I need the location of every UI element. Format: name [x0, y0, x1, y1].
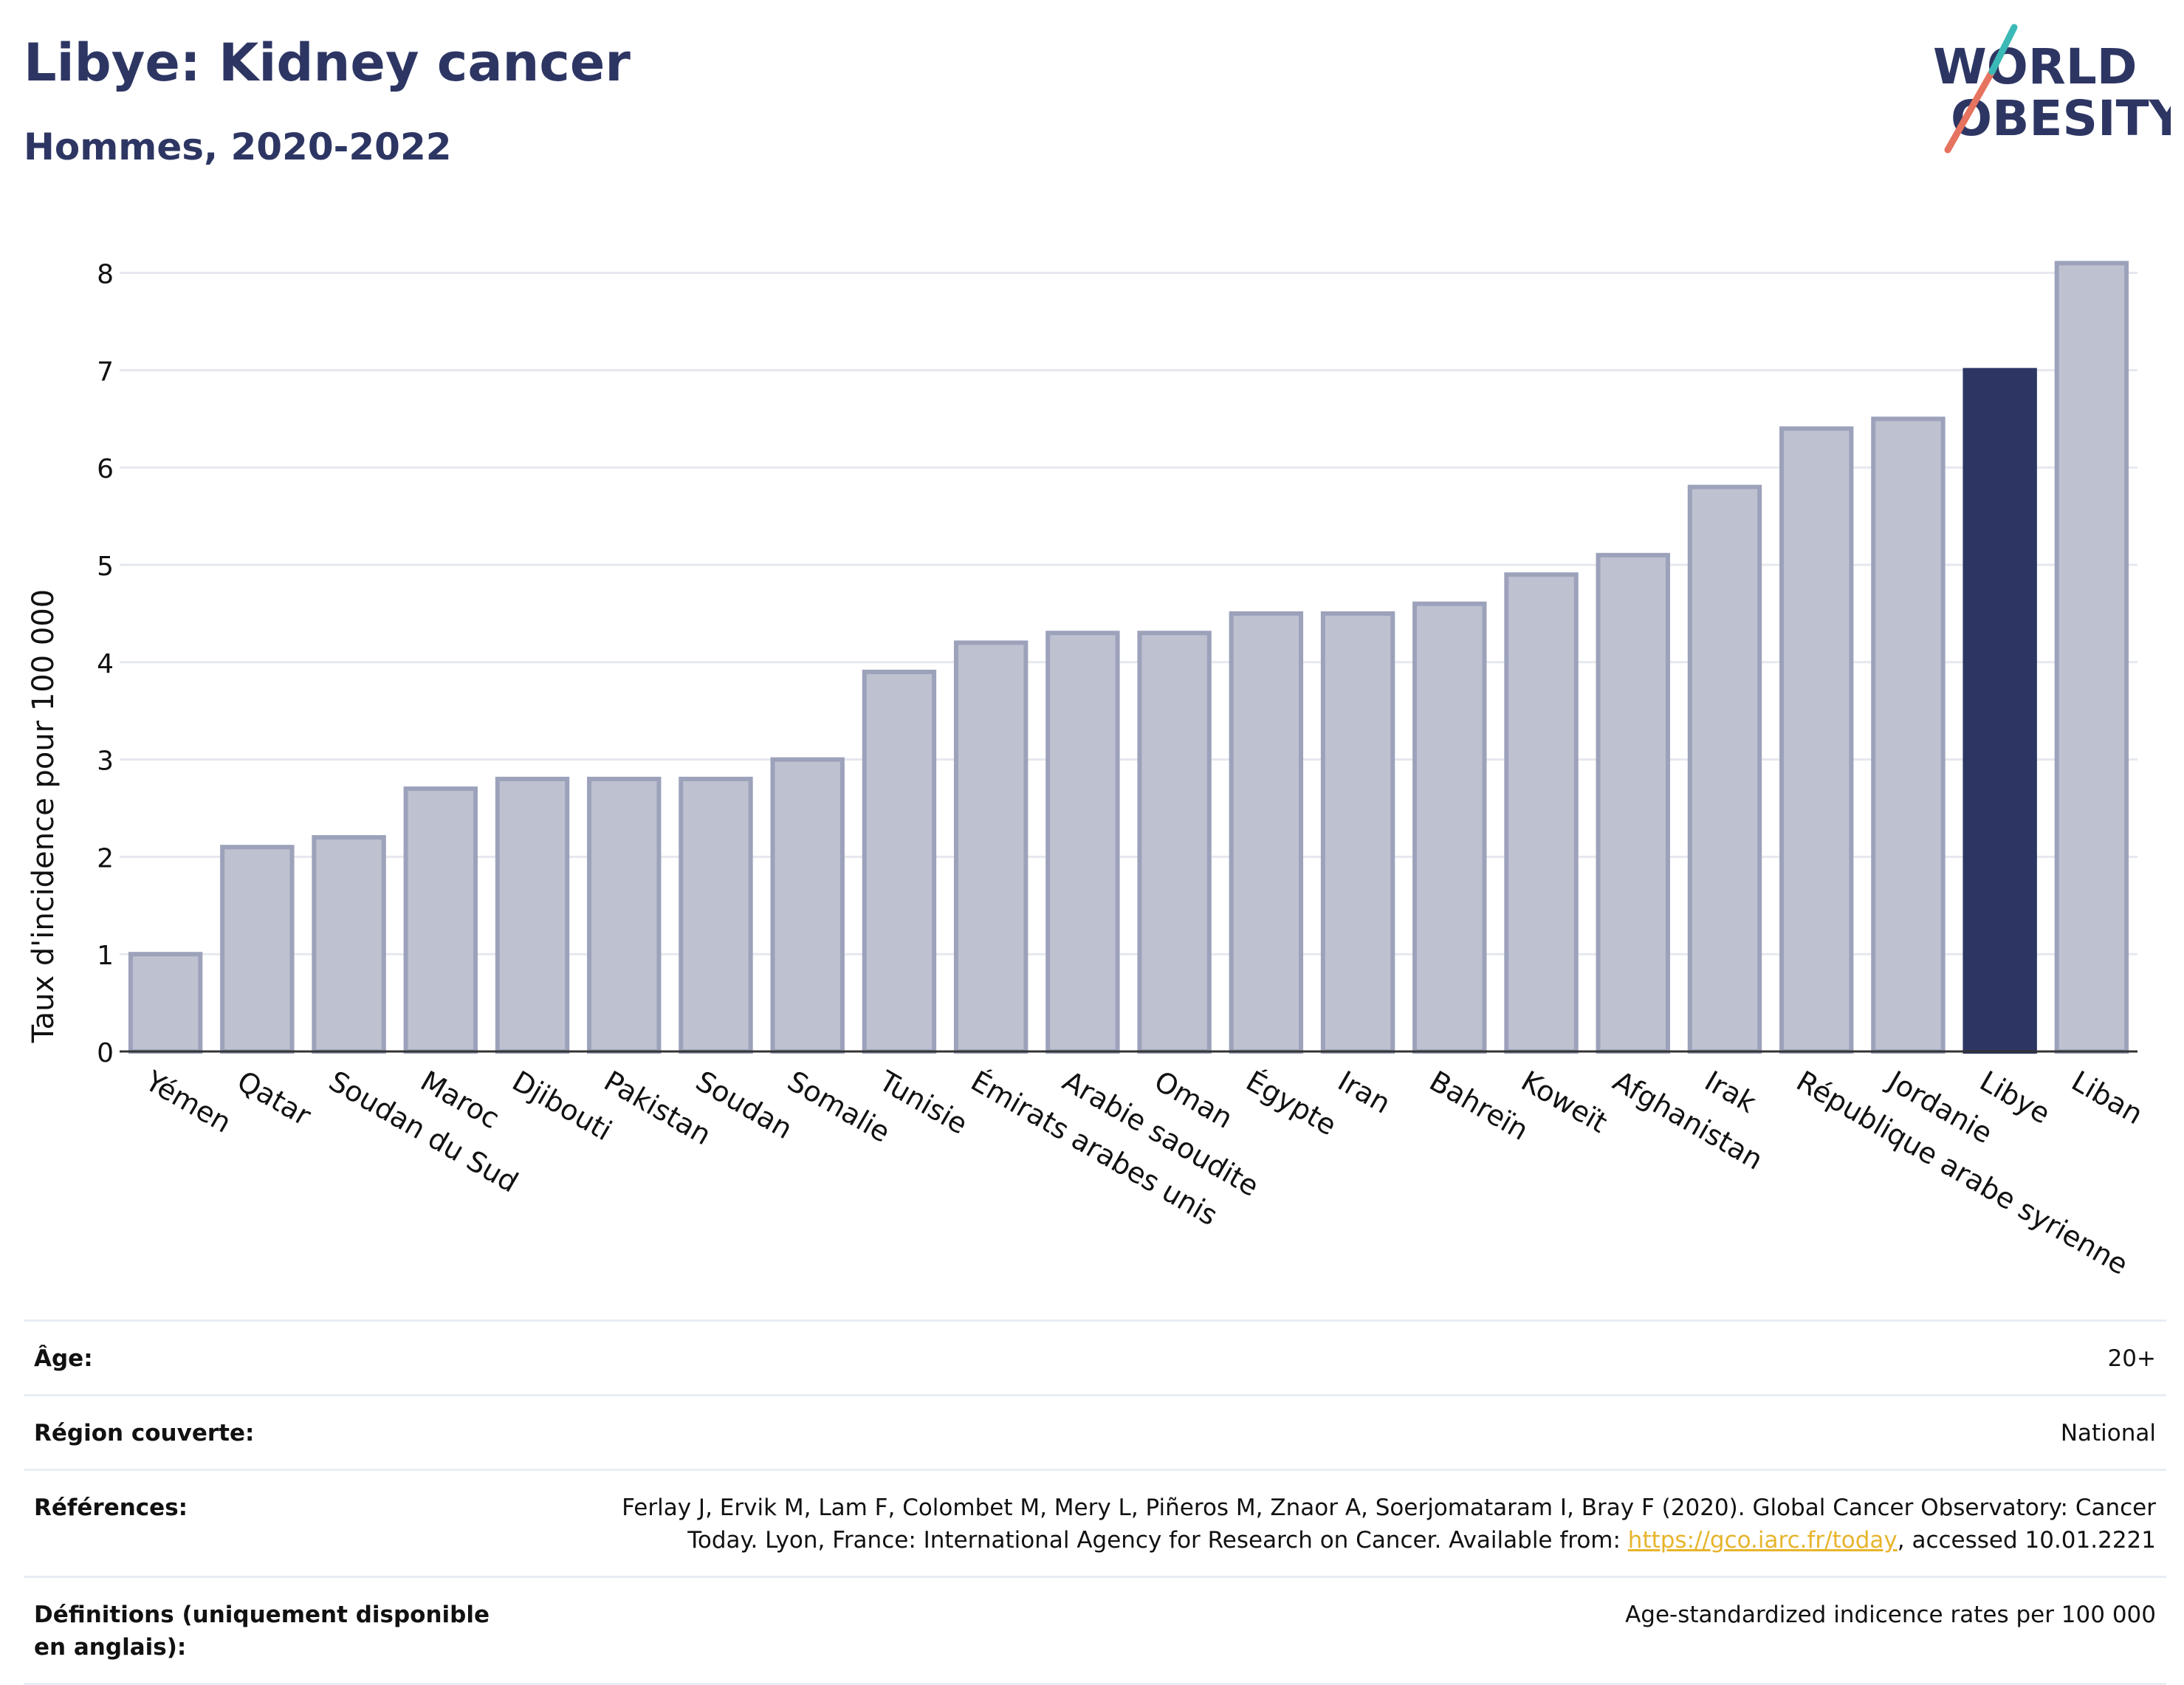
x-tick-label: Koweït	[1516, 1065, 1613, 1139]
bar-somalie[interactable]	[770, 757, 845, 1054]
x-tick-label: Iran	[1333, 1065, 1396, 1120]
meta-row-definitions: Définitions (uniquement disponible en an…	[24, 1576, 2166, 1685]
x-tick-label: Yémen	[140, 1064, 237, 1139]
x-tick-label: Djibouti	[507, 1065, 618, 1147]
bar-afghanistan[interactable]	[1596, 552, 1670, 1054]
meta-definitions-value: Age-standardized indicence rates per 100…	[1625, 1602, 2156, 1628]
x-tick-label: Bahreïn	[1424, 1065, 1534, 1147]
logo-line2: OBESITY	[1951, 90, 2171, 147]
logo-line1: WORLD	[1933, 38, 2137, 95]
meta-row-age: Âge: 20+	[24, 1319, 2166, 1394]
y-tick-label: 3	[97, 747, 114, 777]
y-tick-label: 1	[97, 941, 114, 971]
x-tick-label: Qatar	[232, 1065, 317, 1133]
y-tick-label: 2	[97, 843, 114, 874]
bar-r-publique-arabe-syrienne[interactable]	[1779, 426, 1854, 1054]
references-link[interactable]: https://gco.iarc.fr/today	[1627, 1527, 1898, 1554]
meta-age-value: 20+	[2107, 1345, 2156, 1372]
metadata-table: Âge: 20+ Région couverte: National Référ…	[24, 1319, 2166, 1685]
y-tick-label: 0	[97, 1038, 114, 1068]
bar-djibouti[interactable]	[495, 776, 570, 1054]
bar-tunisie[interactable]	[862, 669, 937, 1054]
bars-layer	[128, 261, 2129, 1054]
references-text: Ferlay J, Ervik M, Lam F, Colombet M, Me…	[622, 1494, 2156, 1554]
bar--gypte[interactable]	[1229, 611, 1304, 1054]
chart-subtitle: Hommes, 2020-2022	[24, 126, 452, 168]
bar-kowe-t[interactable]	[1504, 572, 1579, 1054]
y-axis-label: Taux d'incidence pour 100 000	[27, 589, 61, 1043]
bar-soudan-du-sud[interactable]	[312, 835, 386, 1054]
x-tick-label: Égypte	[1240, 1065, 1342, 1142]
meta-definitions-label: Définitions (uniquement disponible en an…	[34, 1602, 490, 1661]
bar-liban[interactable]	[2054, 261, 2129, 1054]
x-tick-label: Liban	[2066, 1065, 2148, 1131]
references-accessed: , accessed 10.01.2221	[1897, 1527, 2156, 1554]
y-tick-label: 4	[97, 649, 114, 679]
bar-arabie-saoudite[interactable]	[1045, 631, 1120, 1054]
chart-title: Libye: Kidney cancer	[24, 32, 631, 93]
meta-age-label: Âge:	[34, 1345, 93, 1372]
bar-irak[interactable]	[1687, 484, 1762, 1054]
meta-region-value: National	[2060, 1420, 2156, 1447]
bar-soudan[interactable]	[679, 776, 753, 1054]
x-tick-label: Irak	[1699, 1065, 1761, 1119]
bar-libye[interactable]	[1962, 368, 2037, 1054]
bar-bahre-n[interactable]	[1412, 601, 1487, 1054]
bar-jordanie[interactable]	[1871, 416, 1946, 1054]
world-obesity-logo: WORLD OBESITY	[1933, 24, 2171, 154]
y-tick-label: 8	[97, 260, 114, 290]
meta-row-region: Région couverte: National	[24, 1394, 2166, 1469]
meta-region-label: Région couverte:	[34, 1420, 255, 1447]
y-tick-label: 5	[97, 552, 114, 582]
y-tick-labels: 0 1 2 3 4 5 6 7 8	[97, 260, 114, 1068]
y-tick-label: 6	[97, 454, 114, 484]
bar-qatar[interactable]	[220, 845, 295, 1054]
logo-slash-red	[1944, 68, 1996, 154]
bar-iran[interactable]	[1320, 611, 1395, 1054]
bar-y-men[interactable]	[128, 952, 203, 1054]
y-tick-label: 7	[97, 357, 114, 387]
bar-pakistan[interactable]	[587, 776, 662, 1054]
meta-row-references: Références: Ferlay J, Ervik M, Lam F, Co…	[24, 1469, 2166, 1576]
meta-references-value: Ferlay J, Ervik M, Lam F, Colombet M, Me…	[546, 1492, 2156, 1557]
x-tick-label: Somalie	[782, 1065, 896, 1149]
meta-references-label: Références:	[34, 1494, 188, 1521]
bar-oman[interactable]	[1137, 631, 1212, 1054]
bar--mirats-arabes-unis[interactable]	[953, 640, 1029, 1054]
bar-maroc[interactable]	[403, 786, 478, 1054]
logo-slash-teal	[1988, 24, 2018, 75]
